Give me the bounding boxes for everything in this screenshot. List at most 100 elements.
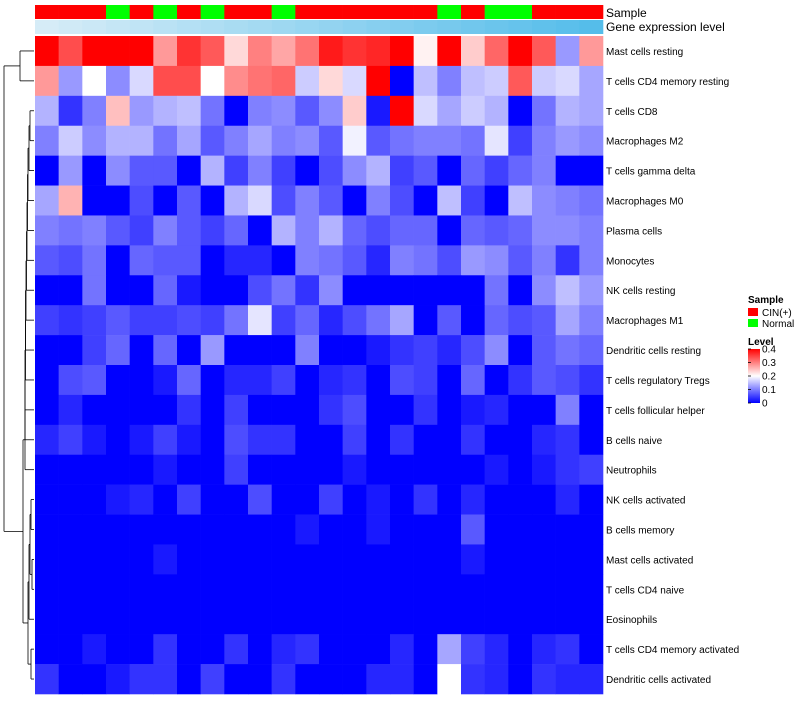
sample-annotation-cell (319, 5, 343, 19)
heatmap-cell (58, 275, 83, 306)
heatmap-cell (129, 365, 154, 396)
sample-annotation-cell (248, 5, 272, 19)
heatmap-cell (461, 215, 485, 246)
heatmap-cell (508, 215, 533, 246)
heatmap-cell (295, 36, 320, 67)
heatmap-cell (58, 185, 83, 216)
heatmap-cell (532, 664, 556, 695)
heatmap-cell (106, 634, 130, 665)
heatmap-cell (579, 36, 604, 67)
heatmap-cell (413, 664, 438, 695)
heatmap-cell (508, 65, 533, 97)
legend-cin-label: CIN(+) (762, 308, 792, 319)
heatmap-cell (129, 634, 154, 665)
heatmap-cell (295, 335, 320, 366)
heatmap-cell (106, 424, 130, 456)
heatmap-cell (271, 454, 296, 485)
heatmap-cell (82, 484, 107, 515)
heatmap-cell (366, 544, 391, 575)
heatmap-cell (106, 215, 130, 246)
heatmap-cell (200, 574, 225, 605)
heatmap-cell (342, 454, 367, 485)
heatmap-cell (271, 664, 296, 695)
sample-annotation-cell (177, 5, 201, 19)
heatmap-cell (200, 155, 225, 186)
heatmap-cell (58, 574, 83, 605)
heatmap-cell (177, 215, 201, 246)
heatmap-cell (390, 634, 414, 665)
row-label: T cells CD4 memory resting (606, 77, 729, 88)
heatmap-cell (555, 484, 580, 515)
heatmap-cell (579, 275, 604, 306)
row-label: T cells follicular helper (606, 406, 705, 417)
heatmap-cell (437, 275, 462, 306)
heatmap-cell (508, 245, 533, 276)
heatmap-cell (35, 454, 59, 485)
expression-annotation-cell (319, 20, 343, 34)
heatmap-cell (106, 36, 130, 67)
heatmap-cell (224, 245, 249, 276)
heatmap-cell (555, 215, 580, 246)
sample-annotation-cell (295, 5, 320, 19)
row-label: T cells CD4 memory activated (606, 645, 739, 656)
expression-annotation-cell (484, 20, 509, 34)
heatmap-cell (413, 245, 438, 276)
heatmap-cell (248, 394, 272, 426)
legend-level-ticks: 0.4 0.3 0.2 0.1 0 (748, 345, 776, 410)
heatmap-cell (342, 275, 367, 306)
heatmap-cell (248, 514, 272, 545)
heatmap-cell (461, 574, 485, 605)
expression-annotation-cell (413, 20, 438, 34)
heatmap-cell (366, 36, 391, 67)
heatmap-cell (58, 634, 83, 665)
heatmap-cell (129, 95, 154, 127)
heatmap-cell (413, 424, 438, 456)
sample-annotation-cell (413, 5, 438, 19)
sample-annotation-cell (437, 5, 462, 19)
heatmap-cell (413, 484, 438, 515)
expression-annotation-cell (35, 20, 59, 34)
heatmap-cell (200, 36, 225, 67)
row-label: Dendritic cells resting (606, 346, 701, 357)
heatmap-cell (366, 514, 391, 545)
heatmap-cell (58, 664, 83, 695)
heatmap-cell (555, 664, 580, 695)
heatmap-cell (437, 514, 462, 545)
heatmap-cell (508, 155, 533, 186)
heatmap-cell (153, 245, 178, 276)
heatmap-cell (342, 634, 367, 665)
heatmap-cell (153, 634, 178, 665)
heatmap-cell (35, 95, 59, 127)
heatmap-cell (224, 604, 249, 635)
row-label: Macrophages M1 (606, 316, 684, 327)
heatmap-cell (413, 305, 438, 336)
heatmap-cell (106, 185, 130, 216)
heatmap-cell (484, 36, 509, 67)
heatmap-cell (153, 95, 178, 127)
heatmap-cell (508, 634, 533, 665)
heatmap-cell (35, 365, 59, 396)
heatmap-cell (532, 36, 556, 67)
heatmap-cell (82, 275, 107, 306)
heatmap-cell (413, 36, 438, 67)
heatmap-cell (319, 544, 343, 575)
heatmap-cell (106, 125, 130, 156)
heatmap-cell (532, 245, 556, 276)
heatmap-cell (177, 245, 201, 276)
sample-annotation-cell (35, 5, 59, 19)
heatmap-cell (106, 335, 130, 366)
heatmap-cell (200, 394, 225, 426)
heatmap-cell (35, 65, 59, 97)
heatmap-cell (319, 574, 343, 605)
heatmap-cell (342, 424, 367, 456)
heatmap-cell (200, 365, 225, 396)
heatmap-cell (437, 245, 462, 276)
heatmap-cell (413, 604, 438, 635)
heatmap-cell (413, 394, 438, 426)
heatmap-cell (390, 365, 414, 396)
heatmap-cell (200, 634, 225, 665)
sample-annotation-cell (58, 5, 83, 19)
heatmap-cell (484, 245, 509, 276)
heatmap-cell (484, 424, 509, 456)
